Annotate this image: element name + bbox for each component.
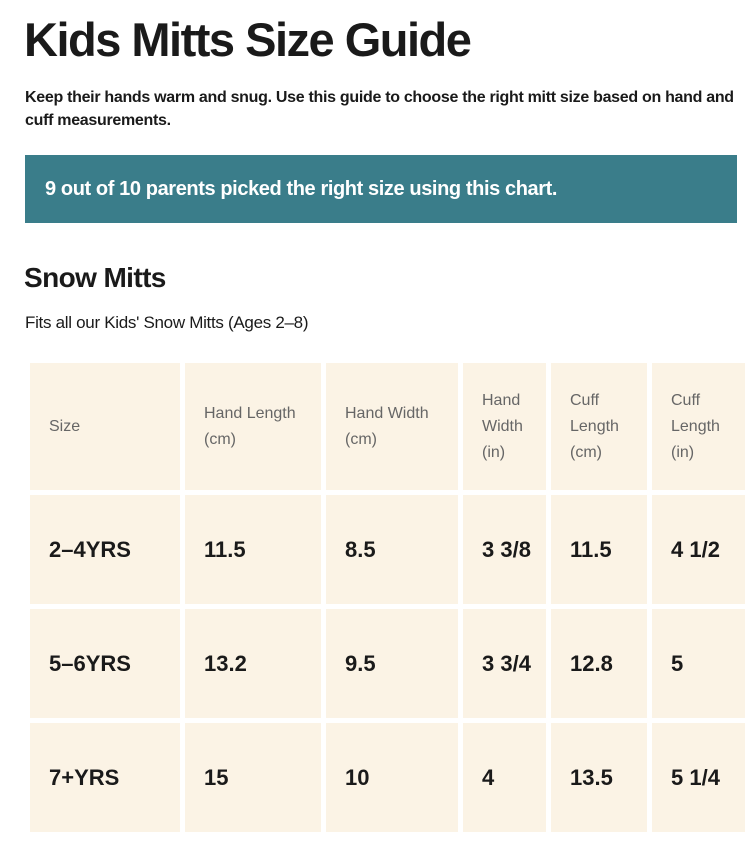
table-row: 7+YRS 15 10 4 13.5 5 1/4 [30, 723, 745, 832]
column-header: Hand Width (in) [463, 363, 546, 490]
table-cell: 4 1/2 [652, 495, 745, 604]
section-title: Snow Mitts [24, 262, 166, 293]
table-cell: 15 [185, 723, 321, 832]
section-description: Fits all our Kids' Snow Mitts (Ages 2–8) [25, 313, 309, 332]
table-cell: 9.5 [326, 609, 458, 718]
subtitle: Keep their hands warm and snug. Use this… [25, 89, 734, 129]
column-header: Cuff Length (cm) [551, 363, 647, 490]
table-cell: 3 3/8 [463, 495, 546, 604]
size-table: Size Hand Length (cm) Hand Width (cm) Hand … [25, 358, 747, 837]
table-cell: 12.8 [551, 609, 647, 718]
column-header: Hand Length (cm) [185, 363, 321, 490]
table-cell: 4 [463, 723, 546, 832]
table-cell: 5–6YRS [30, 609, 180, 718]
table-cell: 3 3/4 [463, 609, 546, 718]
table-row: 5–6YRS 13.2 9.5 3 3/4 12.8 5 [30, 609, 745, 718]
table-cell: 5 [652, 609, 745, 718]
table-body: Size Hand Length (cm) Hand Width (cm) Hand … [30, 363, 745, 832]
column-header: Hand Width (cm) [326, 363, 458, 490]
table-cell: 11.5 [185, 495, 321, 604]
table-cell: 5 1/4 [652, 723, 745, 832]
table-cell: 11.5 [551, 495, 647, 604]
table-cell: 13.2 [185, 609, 321, 718]
table-cell: 10 [326, 723, 458, 832]
table-cell: 7+YRS [30, 723, 180, 832]
table-row: 2–4YRS 11.5 8.5 3 3/8 11.5 4 1/2 [30, 495, 745, 604]
page-title: Kids Mitts Size Guide [24, 13, 472, 66]
table-cell: 2–4YRS [30, 495, 180, 604]
column-header: Cuff Length (in) [652, 363, 745, 490]
header-row: Size Hand Length (cm) Hand Width (cm) Hand … [30, 363, 745, 490]
column-header: Size [30, 363, 180, 490]
table-cell: 8.5 [326, 495, 458, 604]
table-cell: 13.5 [551, 723, 647, 832]
banner: 9 out of 10 parents picked the right siz… [25, 155, 737, 223]
